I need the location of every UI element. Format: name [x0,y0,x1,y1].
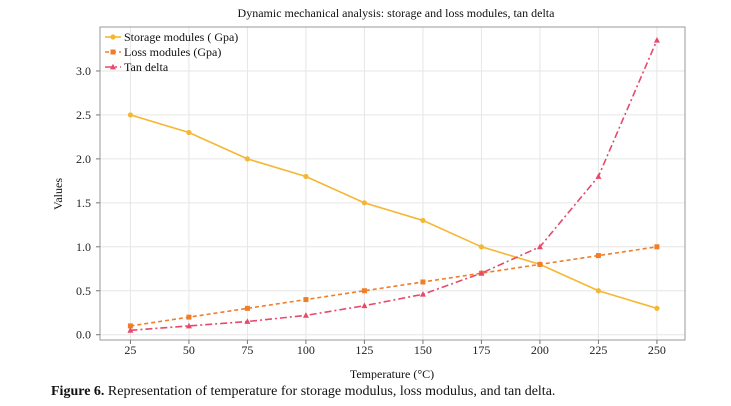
x-tick-label: 75 [241,343,253,357]
data-point [110,63,116,70]
series-2 [127,244,660,329]
data-point [478,244,485,250]
data-point [361,302,368,309]
y-tick-label: 3.0 [76,64,91,78]
data-point [303,297,309,303]
chart: Dynamic mechanical analysis: storage and… [51,6,686,380]
y-tick-label: 2.5 [76,108,91,122]
x-tick-label: 225 [589,343,607,357]
data-point [361,288,367,294]
data-point [595,253,601,259]
plot-frame [99,26,686,341]
series-line [130,114,658,310]
y-tick-label: 0.5 [76,284,91,298]
data-point [127,327,134,333]
data-point [302,312,309,318]
data-point [653,36,660,43]
legend-label: Storage modules ( Gpa) [124,30,238,44]
legend: Storage modules ( Gpa)Loss modules (Gpa)… [105,30,238,74]
y-tick-label: 1.5 [76,196,91,210]
x-tick-label: 150 [414,343,432,357]
data-point [420,279,426,285]
figure-caption: Figure 6. Representation of temperature … [51,384,555,400]
data-point [244,318,251,324]
data-point [419,291,426,297]
caption-text: Representation of temperature for storag… [104,384,556,399]
series-line [130,246,658,327]
data-point [478,269,485,276]
chart-title: Dynamic mechanical analysis: storage and… [238,6,556,20]
caption-label: Figure 6. [51,384,105,399]
data-point [654,305,660,311]
x-tick-label: 200 [531,343,549,357]
data-point [110,34,116,40]
data-point [244,305,250,311]
data-point [595,173,602,179]
series-1 [127,112,660,311]
data-point [595,288,602,294]
y-tick-label: 1.0 [76,240,91,254]
y-tick-label: 0.0 [76,328,91,342]
data-point [303,173,309,180]
data-point [420,217,426,224]
data-point [654,244,660,250]
series-3 [127,36,660,333]
x-tick-label: 175 [472,343,490,357]
data-point [127,112,134,118]
data-point [186,129,192,136]
data-point [186,314,192,320]
data-point [127,323,133,329]
gridlines [100,27,685,340]
axis-ticks: 25 50 75 100 125 150 175 200 225 250 0.0 0.5 1.0 1.5 2… [76,64,666,357]
y-axis-label: Values [51,178,65,210]
data-point [185,322,192,329]
x-tick-label: 50 [183,343,195,357]
data-point [110,49,116,55]
data-point [536,243,543,250]
x-axis-label: Temperature (°C) [350,367,434,380]
data-point [537,261,543,267]
x-tick-label: 250 [648,343,666,357]
legend-label: Loss modules (Gpa) [124,45,221,59]
series-group [127,36,660,333]
x-tick-label: 25 [124,343,136,357]
data-point [361,200,368,206]
data-point [244,156,251,162]
series-line [130,39,658,332]
legend-label: Tan delta [124,60,169,74]
y-tick-label: 2.0 [76,152,91,166]
x-tick-label: 100 [297,343,315,357]
x-tick-label: 125 [355,343,373,357]
